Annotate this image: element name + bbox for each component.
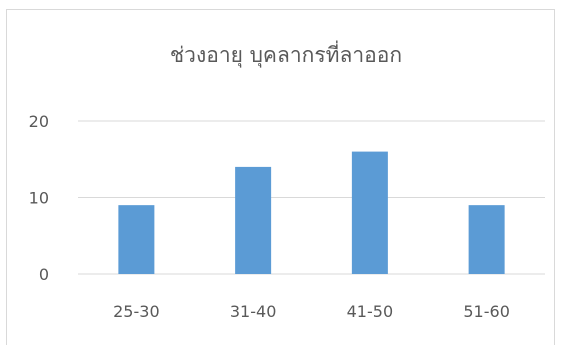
chart-title: ช่วงอายุ บุคลากรที่ลาออก — [170, 40, 402, 68]
bar-51-60 — [468, 205, 505, 274]
chart-area — [6, 9, 555, 345]
y-tick-label: 20 — [29, 112, 49, 131]
x-tick-label: 31-40 — [230, 302, 277, 321]
y-tick-label: 10 — [29, 189, 49, 208]
bar-41-50 — [351, 151, 388, 274]
gridlines — [78, 120, 545, 275]
bar-25-30 — [118, 205, 155, 274]
x-tick-label: 41-50 — [347, 302, 394, 321]
bar-31-40 — [235, 166, 272, 274]
y-tick-label: 0 — [39, 265, 49, 284]
bars — [118, 151, 505, 274]
x-tick-label: 25-30 — [113, 302, 160, 321]
x-axis-ticks: 25-30 31-40 41-50 51-60 — [113, 302, 510, 321]
x-tick-label: 51-60 — [463, 302, 510, 321]
y-axis-ticks: 0 10 20 — [29, 112, 49, 284]
